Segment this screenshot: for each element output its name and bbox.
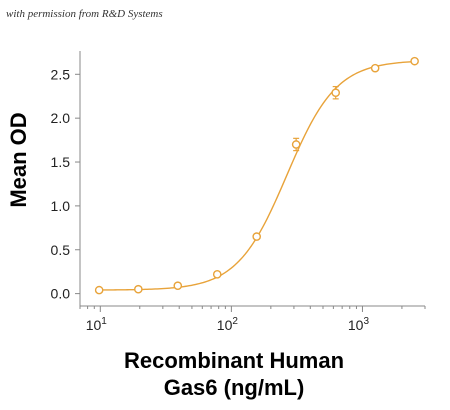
x-tick-label: 103 (348, 316, 370, 333)
x-axis-title-line-1: Recombinant Human (124, 348, 344, 373)
axes (75, 51, 426, 312)
data-point (410, 56, 419, 66)
data-point (331, 88, 341, 98)
data-point (212, 270, 222, 279)
y-tick-labels: 0.0 0.5 1.0 1.5 2.0 2.5 (51, 66, 71, 301)
fit-curve-layer (97, 60, 417, 291)
y-tick-label: 2.5 (51, 66, 71, 82)
x-tick-label: 101 (86, 316, 108, 333)
y-tick-label: 2.0 (51, 110, 71, 126)
x-tick-labels: 101 102 103 (86, 316, 370, 333)
x-tick-label: 102 (217, 316, 239, 333)
y-tick-label: 0.5 (51, 242, 71, 258)
y-tick-label: 1.5 (51, 154, 71, 170)
y-tick-label: 0.0 (51, 286, 71, 302)
data-point (291, 140, 301, 149)
data-point (94, 285, 104, 295)
data-point (252, 232, 261, 241)
watermark-text: with permission from R&D Systems (6, 8, 163, 20)
y-axis-title: Mean OD (6, 112, 31, 207)
data-points-layer (94, 56, 419, 295)
fit-curve (97, 60, 417, 291)
y-tick-label: 1.0 (51, 198, 71, 214)
data-point (370, 63, 380, 73)
data-point (134, 284, 143, 294)
x-axis-title-line-2: Gas6 (ng/mL) (164, 375, 305, 400)
data-point (173, 281, 183, 291)
